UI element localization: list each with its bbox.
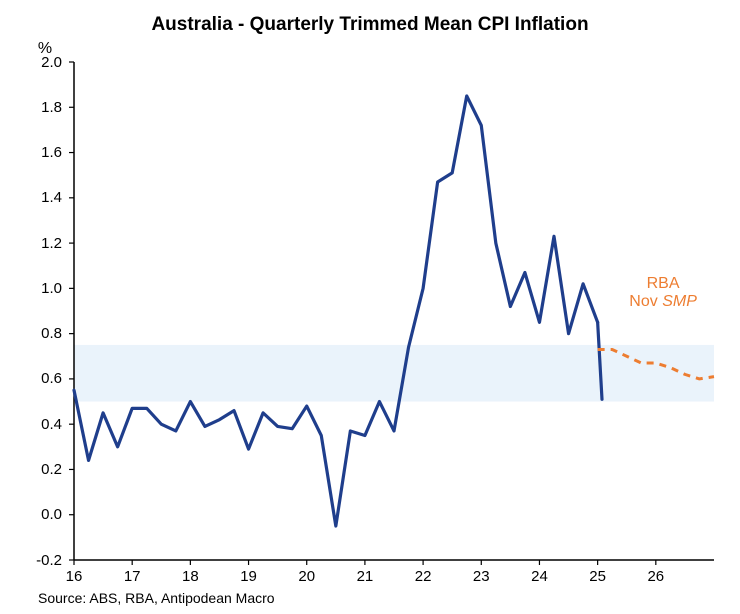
forecast-label-line1: RBA: [647, 275, 680, 292]
y-tick-label: 0.8: [0, 325, 62, 342]
y-tick-label: 0.4: [0, 416, 62, 433]
x-tick-label: 23: [466, 568, 496, 585]
x-tick-label: 20: [292, 568, 322, 585]
y-tick-label: 2.0: [0, 54, 62, 71]
x-tick-label: 25: [583, 568, 613, 585]
chart-source: Source: ABS, RBA, Antipodean Macro: [38, 590, 275, 606]
y-tick-label: 0.0: [0, 506, 62, 523]
x-tick-label: 21: [350, 568, 380, 585]
y-tick-label: 1.0: [0, 280, 62, 297]
y-tick-label: 1.4: [0, 189, 62, 206]
y-tick-label: -0.2: [0, 552, 62, 569]
x-tick-label: 24: [524, 568, 554, 585]
x-tick-label: 26: [641, 568, 671, 585]
forecast-label-line2-italic: SMP: [662, 293, 697, 310]
x-tick-label: 16: [59, 568, 89, 585]
forecast-label-line2-pre: Nov: [629, 293, 662, 310]
y-tick-label: 0.2: [0, 461, 62, 478]
y-tick-label: 1.8: [0, 99, 62, 116]
x-tick-label: 22: [408, 568, 438, 585]
y-tick-label: 0.6: [0, 370, 62, 387]
x-tick-label: 19: [234, 568, 264, 585]
y-tick-label: 1.2: [0, 235, 62, 252]
x-tick-label: 18: [175, 568, 205, 585]
chart-container: Australia - Quarterly Trimmed Mean CPI I…: [0, 0, 740, 614]
forecast-label: RBA Nov SMP: [618, 275, 708, 312]
y-tick-label: 1.6: [0, 144, 62, 161]
x-tick-label: 17: [117, 568, 147, 585]
